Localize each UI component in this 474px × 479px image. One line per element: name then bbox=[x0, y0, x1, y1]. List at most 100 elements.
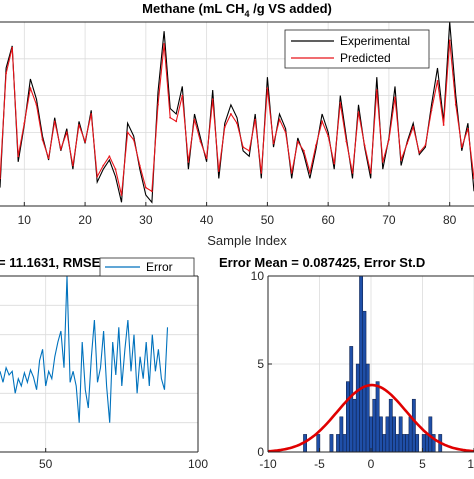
predicted-point bbox=[102, 164, 105, 167]
histogram-bar bbox=[392, 416, 396, 453]
predicted-point bbox=[175, 120, 178, 123]
predicted-point bbox=[278, 118, 281, 121]
histogram-bar bbox=[362, 310, 367, 453]
predicted-point bbox=[114, 168, 117, 171]
predicted-point bbox=[442, 124, 445, 126]
predicted-point bbox=[339, 102, 342, 104]
normal-fit-curve bbox=[267, 383, 474, 453]
top-chart-axes bbox=[0, 21, 474, 207]
error-series-line bbox=[0, 275, 169, 423]
top-chart-x-tick-label: 20 bbox=[78, 213, 92, 227]
histogram-bar bbox=[346, 381, 350, 453]
histogram-bar bbox=[372, 398, 377, 453]
predicted-point bbox=[400, 159, 402, 161]
predicted-point bbox=[193, 118, 196, 121]
predicted-point bbox=[406, 142, 409, 145]
histogram-bar bbox=[349, 346, 354, 453]
histogram-bar bbox=[355, 363, 360, 453]
predicted-point bbox=[290, 171, 293, 174]
predicted-point bbox=[23, 122, 26, 125]
predicted-point bbox=[41, 138, 44, 141]
top-chart-series bbox=[0, 21, 474, 204]
predicted-point bbox=[260, 171, 263, 174]
top-chart-x-axis-label: Sample Index bbox=[207, 233, 287, 248]
predicted-point bbox=[242, 146, 244, 149]
histogram-bar bbox=[395, 434, 400, 453]
predicted-point bbox=[236, 122, 238, 125]
histogram-bar bbox=[425, 434, 429, 453]
predicted-point bbox=[181, 94, 184, 97]
predicted-point bbox=[248, 149, 251, 152]
predicted-point bbox=[0, 177, 1, 180]
predicted-point bbox=[72, 164, 74, 167]
predicted-point bbox=[169, 116, 172, 119]
histogram-bar bbox=[352, 398, 357, 453]
histogram-y-tick-label: 5 bbox=[257, 357, 264, 371]
histogram-bar bbox=[342, 434, 347, 453]
error-chart-x-tick-label: 50 bbox=[39, 457, 53, 471]
top-chart-x-ticks: 10 20 30 40 50 60 70 80 bbox=[18, 202, 457, 227]
predicted-point bbox=[351, 171, 354, 174]
predicted-point bbox=[47, 157, 50, 160]
predicted-point bbox=[65, 131, 68, 134]
predicted-point bbox=[272, 142, 275, 145]
predicted-point bbox=[357, 111, 360, 114]
predicted-point bbox=[394, 96, 396, 99]
predicted-point bbox=[284, 131, 287, 134]
predicted-point bbox=[138, 164, 141, 167]
top-chart-legend-box bbox=[284, 29, 430, 69]
error-chart-panel: = 11.1631, RMSE = 3.3411 50 100 Error bbox=[0, 255, 208, 471]
predicted-point bbox=[199, 140, 202, 143]
top-chart-x-tick-label: 10 bbox=[18, 213, 32, 227]
error-chart-series bbox=[0, 275, 169, 423]
histogram-bar bbox=[388, 398, 393, 453]
histogram-chart-panel: Error Mean = 0.087425, Error St.D -10 -5 0… bbox=[219, 255, 474, 471]
histogram-bar bbox=[405, 434, 410, 453]
predicted-point bbox=[254, 118, 257, 121]
predicted-point bbox=[327, 135, 330, 137]
histogram-y-ticks: 0 5 10 bbox=[251, 269, 272, 459]
predicted-point bbox=[11, 46, 14, 49]
top-chart-x-tick-label: 30 bbox=[139, 213, 153, 227]
predicted-point bbox=[120, 194, 123, 196]
predicted-point bbox=[108, 155, 111, 158]
predicted-point bbox=[223, 125, 226, 128]
experimental-series-line bbox=[0, 21, 474, 204]
histogram-bar bbox=[402, 434, 406, 453]
predicted-point bbox=[230, 113, 232, 115]
histogram-bar bbox=[415, 434, 420, 453]
predicted-point bbox=[315, 144, 317, 147]
top-chart-x-tick-label: 80 bbox=[443, 213, 457, 227]
legend-label-error: Error bbox=[146, 260, 173, 274]
histogram-bar bbox=[385, 416, 390, 453]
histogram-bar bbox=[398, 416, 403, 453]
predicted-point bbox=[29, 87, 32, 90]
histogram-bar bbox=[411, 398, 416, 453]
predicted-point bbox=[418, 151, 421, 154]
predicted-point bbox=[412, 125, 415, 128]
predicted-point bbox=[321, 120, 323, 123]
histogram-x-tick-label: 0 bbox=[368, 457, 375, 471]
predicted-point bbox=[53, 120, 56, 123]
predicted-point bbox=[430, 109, 433, 112]
error-chart-x-tick-label: 100 bbox=[188, 457, 208, 471]
histogram-x-tick-label: 5 bbox=[419, 457, 426, 471]
error-chart-x-ticks: 50 100 bbox=[39, 448, 208, 471]
predicted-point bbox=[388, 138, 390, 141]
predicted-point bbox=[424, 144, 427, 147]
predicted-point bbox=[17, 155, 20, 158]
top-chart-x-tick-label: 40 bbox=[200, 213, 214, 227]
predicted-point bbox=[84, 140, 86, 143]
histogram-bar bbox=[359, 275, 364, 453]
predicted-point bbox=[5, 72, 7, 75]
predicted-point bbox=[163, 43, 165, 45]
histogram-bar bbox=[378, 416, 383, 453]
top-chart-x-tick-label: 70 bbox=[382, 213, 396, 227]
predicted-point bbox=[96, 175, 99, 178]
histogram-bar bbox=[329, 434, 334, 453]
predicted-point bbox=[78, 124, 80, 126]
predicted-point bbox=[333, 162, 336, 165]
predicted-point bbox=[345, 140, 348, 143]
predicted-point bbox=[90, 113, 93, 115]
